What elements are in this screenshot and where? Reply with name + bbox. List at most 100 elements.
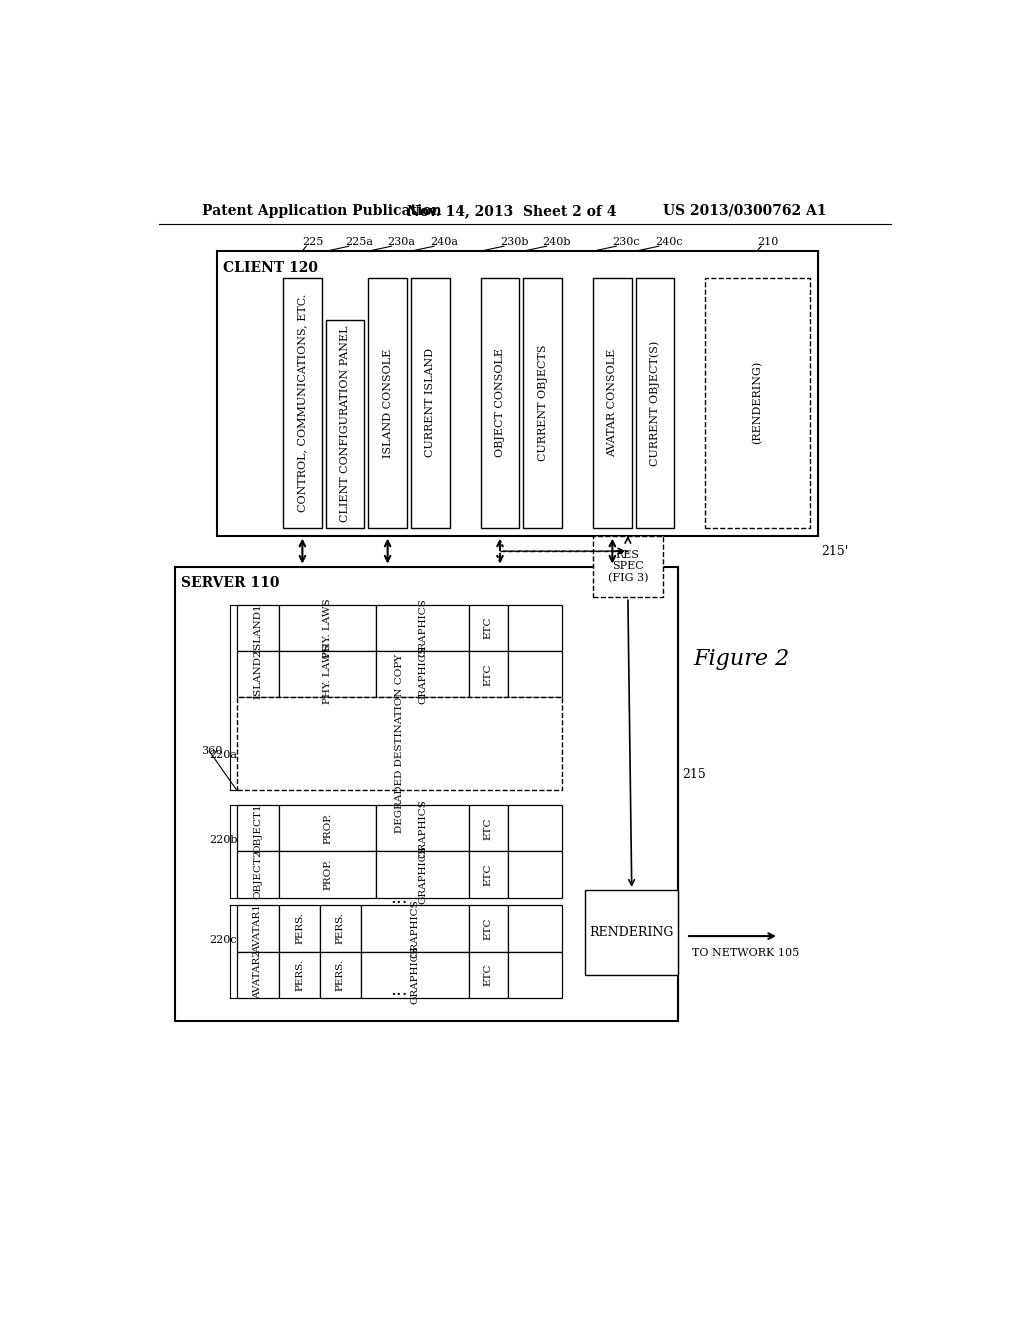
Text: SERVER 110: SERVER 110 [180, 577, 280, 590]
FancyBboxPatch shape [376, 651, 469, 697]
FancyBboxPatch shape [593, 536, 663, 598]
Text: ISLAND1: ISLAND1 [253, 603, 262, 653]
FancyBboxPatch shape [280, 605, 376, 651]
Text: Nov. 14, 2013  Sheet 2 of 4: Nov. 14, 2013 Sheet 2 of 4 [407, 203, 616, 218]
Text: CLIENT 120: CLIENT 120 [223, 261, 318, 275]
Text: ISLAND CONSOLE: ISLAND CONSOLE [383, 348, 392, 458]
FancyBboxPatch shape [593, 277, 632, 528]
Text: 230b: 230b [500, 236, 528, 247]
FancyBboxPatch shape [237, 605, 280, 651]
Text: GRAPHICS: GRAPHICS [418, 845, 427, 904]
Text: AVATAR2: AVATAR2 [253, 950, 262, 999]
FancyBboxPatch shape [174, 566, 678, 1020]
FancyBboxPatch shape [237, 651, 280, 697]
Text: GRAPHICS: GRAPHICS [418, 645, 427, 704]
Text: 220c: 220c [209, 935, 237, 945]
Text: 215': 215' [821, 545, 849, 557]
FancyBboxPatch shape [280, 952, 321, 998]
FancyBboxPatch shape [217, 251, 818, 536]
Text: ETC: ETC [484, 863, 493, 886]
Text: TO NETWORK 105: TO NETWORK 105 [692, 948, 800, 958]
FancyBboxPatch shape [237, 805, 280, 851]
Text: CURRENT OBJECTS: CURRENT OBJECTS [538, 345, 548, 461]
FancyBboxPatch shape [469, 651, 508, 697]
Text: DEGRADED DESTINATION COPY: DEGRADED DESTINATION COPY [394, 653, 403, 833]
FancyBboxPatch shape [237, 697, 562, 789]
Text: CONTROL, COMMUNICATIONS, ETC.: CONTROL, COMMUNICATIONS, ETC. [297, 293, 307, 512]
Text: ETC: ETC [484, 817, 493, 840]
FancyBboxPatch shape [508, 805, 562, 851]
FancyBboxPatch shape [280, 906, 321, 952]
Text: 225a: 225a [345, 236, 373, 247]
Text: PERS.: PERS. [336, 912, 345, 945]
Text: ETC: ETC [484, 616, 493, 639]
FancyBboxPatch shape [237, 851, 280, 898]
Text: 240c: 240c [655, 236, 683, 247]
Text: ...: ... [390, 981, 408, 999]
FancyBboxPatch shape [411, 277, 450, 528]
FancyBboxPatch shape [508, 651, 562, 697]
FancyBboxPatch shape [280, 651, 376, 697]
Text: US 2013/0300762 A1: US 2013/0300762 A1 [663, 203, 826, 218]
Text: 240a: 240a [430, 236, 459, 247]
Text: CLIENT CONFIGURATION PANEL: CLIENT CONFIGURATION PANEL [340, 326, 350, 523]
FancyBboxPatch shape [369, 277, 407, 528]
FancyBboxPatch shape [706, 277, 810, 528]
Text: PROP.: PROP. [323, 859, 332, 890]
Text: 360: 360 [202, 746, 223, 756]
Text: 215: 215 [682, 768, 706, 781]
Text: ETC: ETC [484, 917, 493, 940]
Text: 220a: 220a [209, 750, 238, 760]
FancyBboxPatch shape [283, 277, 322, 528]
FancyBboxPatch shape [636, 277, 675, 528]
Text: 240b: 240b [543, 236, 571, 247]
FancyBboxPatch shape [376, 805, 469, 851]
Text: (RENDERING): (RENDERING) [753, 362, 763, 445]
FancyBboxPatch shape [321, 952, 360, 998]
FancyBboxPatch shape [480, 277, 519, 528]
Text: PERS.: PERS. [295, 958, 304, 991]
FancyBboxPatch shape [280, 805, 376, 851]
FancyBboxPatch shape [376, 605, 469, 651]
Text: PROP.: PROP. [323, 813, 332, 843]
Text: Patent Application Publication: Patent Application Publication [202, 203, 441, 218]
Text: CURRENT OBJECT(S): CURRENT OBJECT(S) [649, 341, 660, 466]
Text: 210: 210 [758, 236, 778, 247]
FancyBboxPatch shape [237, 906, 280, 952]
FancyBboxPatch shape [508, 851, 562, 898]
Text: GRAPHICS: GRAPHICS [411, 899, 419, 958]
Text: GRAPHICS: GRAPHICS [418, 599, 427, 657]
Text: CURRENT ISLAND: CURRENT ISLAND [425, 348, 435, 458]
FancyBboxPatch shape [523, 277, 562, 528]
FancyBboxPatch shape [469, 605, 508, 651]
Text: ...: ... [390, 888, 408, 907]
Text: GRAPHICS: GRAPHICS [411, 945, 419, 1005]
Text: PERS.: PERS. [295, 912, 304, 945]
Text: 220b: 220b [209, 834, 238, 845]
Text: RENDERING: RENDERING [590, 925, 674, 939]
FancyBboxPatch shape [508, 952, 562, 998]
Text: ETC: ETC [484, 964, 493, 986]
Text: PHY. LAWS: PHY. LAWS [323, 598, 332, 657]
Text: GRAPHICS: GRAPHICS [418, 799, 427, 858]
Text: 230c: 230c [612, 236, 640, 247]
Text: AVATAR CONSOLE: AVATAR CONSOLE [607, 348, 617, 457]
FancyBboxPatch shape [586, 890, 678, 974]
FancyBboxPatch shape [326, 321, 365, 528]
FancyBboxPatch shape [376, 851, 469, 898]
FancyBboxPatch shape [469, 805, 508, 851]
FancyBboxPatch shape [237, 952, 280, 998]
FancyBboxPatch shape [508, 605, 562, 651]
FancyBboxPatch shape [360, 906, 469, 952]
Text: RES
SPEC
(FIG 3): RES SPEC (FIG 3) [607, 549, 648, 583]
Text: ISLAND2: ISLAND2 [253, 649, 262, 700]
Text: OBJECT1: OBJECT1 [253, 804, 262, 853]
FancyBboxPatch shape [280, 851, 376, 898]
Text: PHY. LAWS: PHY. LAWS [323, 644, 332, 704]
Text: Figure 2: Figure 2 [693, 648, 790, 671]
FancyBboxPatch shape [469, 906, 508, 952]
FancyBboxPatch shape [360, 952, 469, 998]
FancyBboxPatch shape [469, 851, 508, 898]
Text: OBJECT2: OBJECT2 [253, 850, 262, 899]
FancyBboxPatch shape [469, 952, 508, 998]
